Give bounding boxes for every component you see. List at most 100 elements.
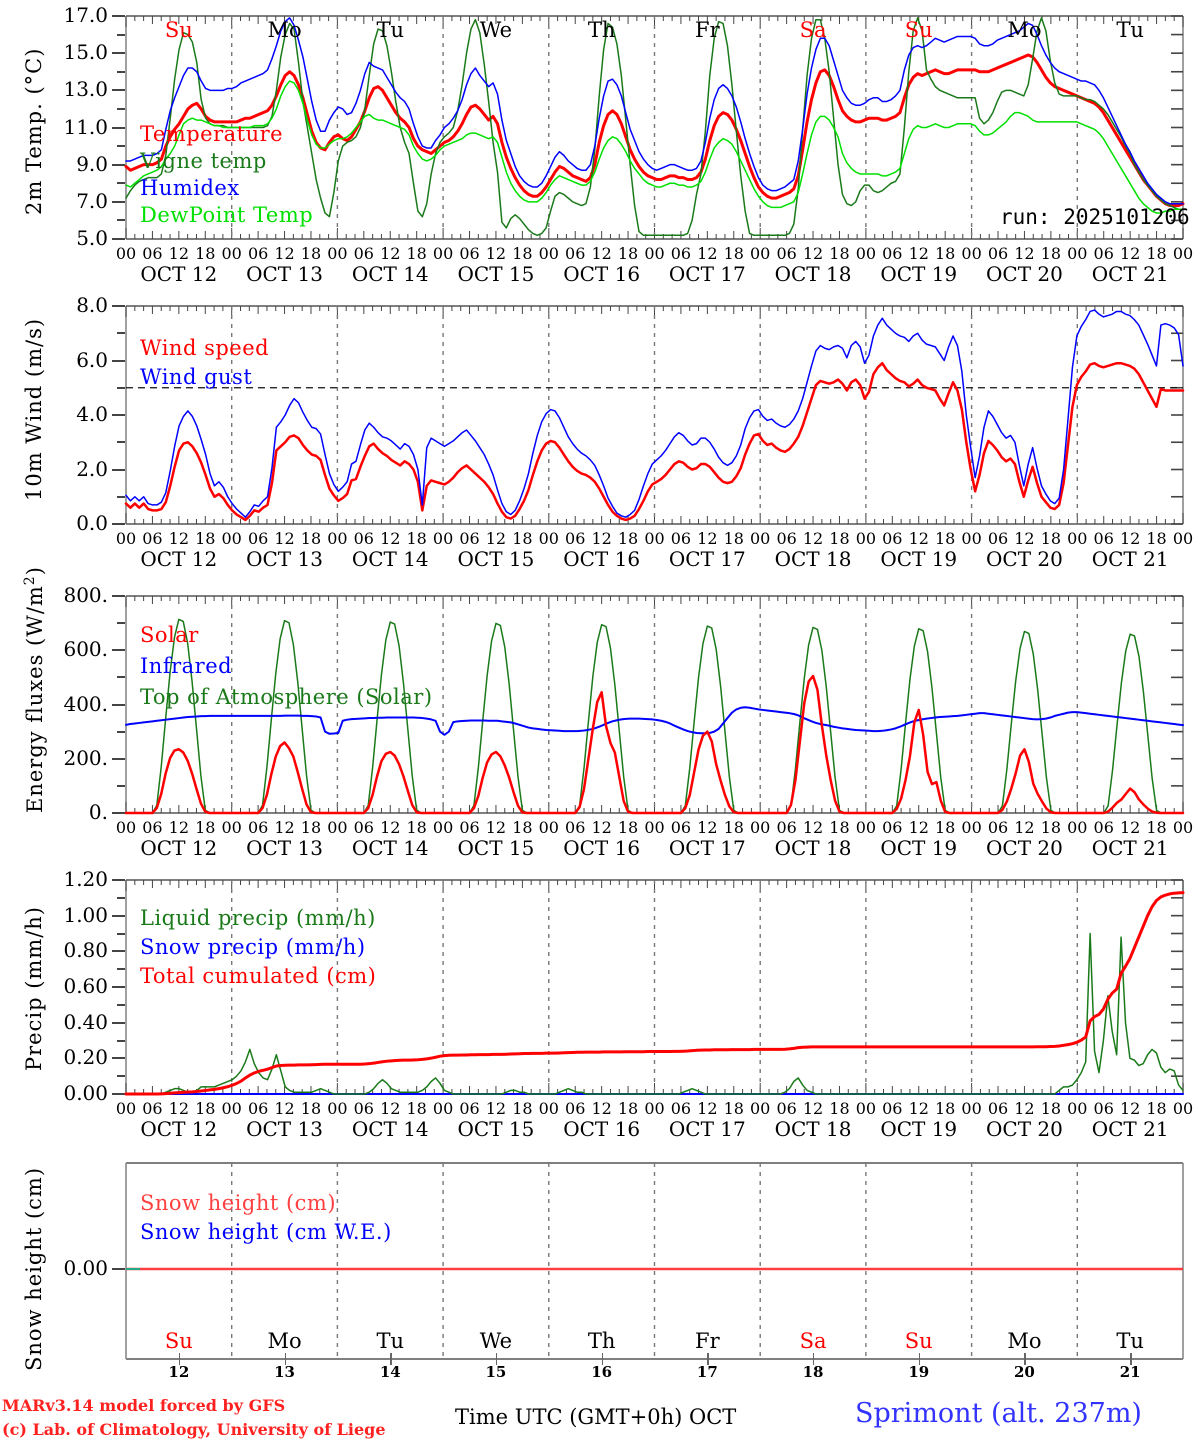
hour-tick-label: 18: [1040, 529, 1062, 548]
hour-tick-label: 00: [961, 529, 982, 548]
legend-entry: Humidex: [140, 176, 240, 200]
day-name-label: Su: [164, 18, 193, 42]
hour-tick-label: 12: [697, 1099, 718, 1118]
y-tick-mark: [112, 15, 125, 17]
day-number-tick: [918, 1353, 921, 1365]
y-minor-tick: [117, 784, 125, 787]
date-label: OCT 12: [140, 1117, 218, 1141]
hour-tick-label: 18: [512, 529, 533, 548]
y-tick-label: 0.: [88, 800, 108, 824]
legend-entry: Liquid precip (mm/h): [140, 906, 376, 930]
day-name-label: Sa: [799, 18, 827, 42]
hour-tick-label: 12: [1014, 1099, 1035, 1118]
hour-tick-label: 18: [934, 1099, 956, 1118]
date-label: OCT 21: [1091, 1117, 1169, 1141]
y-minor-tick: [117, 1039, 125, 1042]
y-minor-tick: [117, 107, 125, 110]
hour-tick-label: 18: [1146, 818, 1167, 837]
date-label: OCT 14: [351, 1117, 429, 1141]
hour-tick-label: 18: [512, 1099, 533, 1118]
date-label: OCT 17: [668, 836, 746, 860]
hour-tick-label: 06: [670, 244, 692, 263]
wind-panel: 10m Wind (m/s) 0.0 2.0 4.0 6.0 8.0 Wind spee…: [0, 293, 1194, 581]
day-name-label: Su: [904, 1329, 933, 1353]
y-minor-tick: [117, 622, 125, 625]
y-tick-mark: [112, 359, 125, 362]
hour-tick-label: 00: [538, 1099, 559, 1118]
footer-model-credit: MARv3.14 model forced by GFS: [2, 1396, 286, 1415]
y-tick-label: 5.0: [76, 226, 108, 250]
date-label: OCT 18: [774, 547, 852, 571]
y-tick-mark: [112, 89, 125, 92]
hour-tick-label: 06: [565, 244, 586, 263]
energy-fluxes-panel: Energy fluxes (W/m2) 0. 200. 400. 600. 800. …: [0, 566, 1194, 866]
date-label: OCT 14: [351, 547, 429, 571]
hour-tick-label: 06: [882, 529, 903, 548]
hour-tick-label: 12: [591, 818, 612, 837]
day-number-label: 19: [908, 1363, 930, 1381]
y-tick-label: 0.00: [63, 1081, 108, 1105]
day-number-tick: [1130, 1353, 1132, 1365]
date-label: OCT 15: [457, 262, 535, 286]
hour-tick-label: 06: [776, 244, 797, 263]
hour-tick-label: 00: [644, 818, 665, 837]
y-tick-label: 6.0: [76, 347, 108, 372]
legend-entry: Wind speed: [140, 336, 270, 360]
hour-tick-label: 12: [274, 1099, 295, 1118]
legend-entry: Solar: [140, 623, 199, 647]
hour-tick-label: 12: [697, 529, 718, 548]
hour-tick-label: 06: [882, 818, 903, 837]
y-tick-label: 7.0: [76, 188, 108, 213]
legend-entry: Infrared: [140, 654, 233, 678]
hour-tick-label: 12: [802, 244, 824, 263]
hour-tick-label: 06: [882, 1099, 903, 1118]
y-minor-tick: [117, 386, 125, 389]
y-tick-mark: [112, 163, 125, 166]
hour-tick-label: 00: [644, 529, 665, 548]
hour-tick-label: 06: [353, 244, 374, 263]
day-number-label: 21: [1119, 1363, 1141, 1381]
hour-tick-label: 18: [406, 529, 427, 548]
hour-tick-label: 18: [617, 244, 639, 263]
hour-tick-label: 00: [327, 244, 348, 263]
hour-tick-label: 18: [195, 244, 216, 263]
hour-tick-label: 18: [1040, 244, 1062, 263]
hour-tick-label: 12: [1014, 818, 1035, 837]
y-tick-label: 15.0: [63, 40, 108, 65]
y-tick-mark: [112, 1268, 125, 1270]
day-number-tick: [178, 1353, 181, 1365]
hour-tick-label: 00: [855, 529, 877, 548]
hour-tick-label: 06: [353, 818, 374, 837]
y-tick-label: 11.0: [63, 114, 108, 139]
y-minor-tick: [117, 730, 125, 733]
hour-tick-label: 06: [247, 529, 269, 548]
hour-tick-label: 06: [565, 1099, 586, 1118]
y-tick-label: 0.20: [63, 1045, 108, 1070]
hour-tick-label: 00: [855, 818, 877, 837]
y-tick-mark: [112, 757, 125, 760]
hour-tick-label: 00: [1172, 1099, 1194, 1118]
y-tick-label: 9.0: [76, 151, 108, 176]
hour-tick-label: 00: [221, 529, 242, 548]
hour-tick-label: 18: [829, 818, 850, 837]
hour-tick-label: 12: [908, 818, 929, 837]
hour-tick-label: 00: [644, 1099, 665, 1118]
hour-tick-label: 12: [274, 244, 295, 263]
hour-tick-label: 00: [115, 1099, 137, 1118]
hour-tick-label: 00: [1172, 818, 1194, 837]
day-name-label: Su: [904, 18, 933, 42]
y-tick-label: 1.00: [63, 902, 108, 927]
hour-tick-label: 06: [670, 529, 692, 548]
y-tick-mark: [112, 126, 125, 129]
hour-tick-label: 06: [565, 529, 586, 548]
hour-tick-label: 00: [750, 818, 771, 837]
hour-tick-label: 06: [247, 818, 269, 837]
legend-entry: Wind gust: [140, 365, 253, 389]
legend-entry: Snow precip (mm/h): [140, 935, 366, 959]
date-label: OCT 19: [880, 836, 958, 860]
x-axis-title: Time UTC (GMT+0h) OCT: [455, 1405, 737, 1429]
temperature-panel: 2m Temp. (°C) 5.0 7.0 9.0 11.0 13.0 15.0 17.0 …: [0, 0, 1194, 296]
hour-tick-label: 00: [221, 244, 242, 263]
day-number-tick: [1024, 1353, 1026, 1365]
footer-lab-credit: (c) Lab. of Climatology, University of L…: [2, 1420, 386, 1439]
